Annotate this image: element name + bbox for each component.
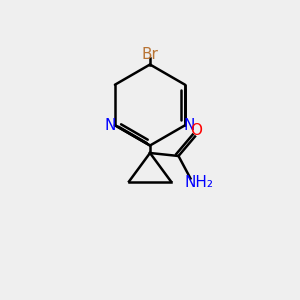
Text: N: N [184,118,195,133]
Text: Br: Br [142,47,158,62]
Text: NH₂: NH₂ [185,176,214,190]
Text: O: O [190,123,202,138]
Text: N: N [105,118,116,133]
